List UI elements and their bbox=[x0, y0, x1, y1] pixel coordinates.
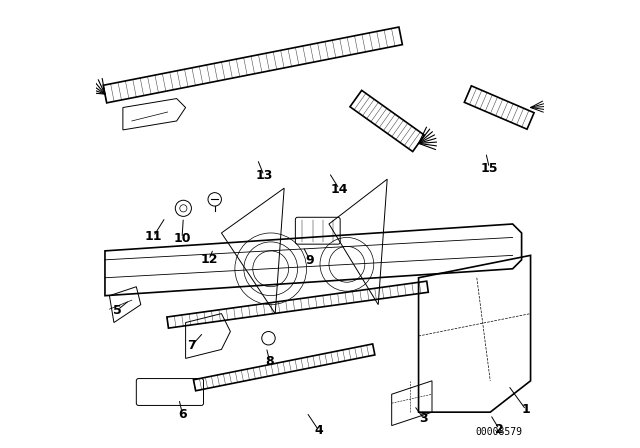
Text: 10: 10 bbox=[173, 232, 191, 245]
Text: 13: 13 bbox=[255, 169, 273, 182]
Text: 12: 12 bbox=[200, 253, 218, 267]
Text: 8: 8 bbox=[266, 355, 274, 369]
Text: 6: 6 bbox=[178, 408, 187, 421]
Text: 2: 2 bbox=[495, 422, 504, 436]
Text: 00008579: 00008579 bbox=[476, 427, 523, 437]
Text: 15: 15 bbox=[481, 161, 498, 175]
Text: 14: 14 bbox=[330, 182, 348, 196]
Text: 7: 7 bbox=[187, 339, 196, 353]
Text: 1: 1 bbox=[522, 403, 531, 417]
Text: 5: 5 bbox=[113, 303, 122, 317]
Text: 4: 4 bbox=[315, 424, 323, 438]
Text: 3: 3 bbox=[420, 412, 428, 426]
Text: 11: 11 bbox=[145, 230, 162, 243]
Text: 9: 9 bbox=[306, 254, 314, 267]
